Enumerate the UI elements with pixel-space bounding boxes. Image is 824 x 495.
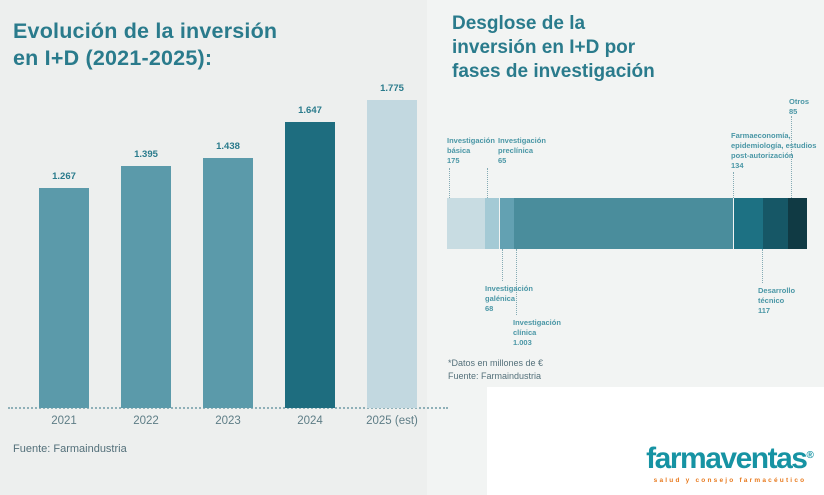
logo-tagline: salud y consejo farmacéutico (653, 477, 807, 484)
bar-value-label: 1.775 (380, 83, 404, 94)
segment-label: Investigación básica 175 (447, 136, 495, 165)
connector-line (791, 116, 792, 198)
segment-investigación-preclínica (485, 198, 500, 249)
bar-2024 (285, 122, 335, 408)
breakdown-footnote: *Datos en millones de € Fuente: Farmaind… (448, 357, 543, 383)
footnote-units: *Datos en millones de € (448, 358, 544, 368)
connector-line (516, 249, 517, 315)
bar-2021 (39, 188, 89, 408)
bar-value-label: 1.438 (216, 141, 240, 152)
x-axis-label: 2021 (51, 415, 77, 427)
x-axis-label: 2025 (est) (366, 415, 418, 427)
segment-farmaeconomía-epidemiología-estudios-post-autorización (733, 198, 763, 249)
x-axis-label: 2024 (297, 415, 323, 427)
bar-value-label: 1.267 (52, 171, 76, 182)
connector-line (762, 249, 763, 283)
breakdown-chart-title: Desglose de la inversión en I+D por fase… (452, 13, 655, 82)
x-axis-label: 2022 (133, 415, 159, 427)
bar-value-label: 1.395 (134, 149, 158, 160)
segment-investigación-galénica (499, 198, 515, 249)
segment-investigación-básica (447, 198, 486, 249)
bar-value-label: 1.647 (298, 105, 322, 116)
evolution-source: Fuente: Farmaindustria (13, 443, 127, 455)
farmaventas-logo: farmaventas® salud y consejo farmacéutic… (646, 440, 814, 485)
connector-line (487, 168, 488, 198)
logo-brand-text: farmaventas® (646, 442, 814, 475)
segment-label: Otros 85 (789, 97, 810, 116)
segment-label: Investigación clínica 1.003 (513, 318, 561, 347)
evolution-chart-title: Evolución de la inversión en I+D (2021-2… (13, 19, 278, 70)
bar-2023 (203, 158, 253, 408)
connector-line (449, 168, 450, 198)
segment-label: Investigación preclínica 65 (498, 136, 546, 165)
bar-2025-est- (367, 100, 417, 408)
connector-line (502, 249, 503, 281)
segment-label: Investigación galénica 68 (485, 284, 533, 313)
segment-label: Desarrollo técnico 117 (758, 286, 796, 315)
x-axis-dotted-line (8, 407, 448, 409)
segment-label: Farmaeconomía, epidemiología, estudios pos… (731, 131, 817, 170)
segment-investigación-clínica (514, 198, 734, 249)
bar-2022 (121, 166, 171, 408)
footnote-source: Fuente: Farmaindustria (448, 371, 542, 381)
x-axis-label: 2023 (215, 415, 241, 427)
segment-desarrollo-técnico (762, 198, 789, 249)
segment-otros (788, 198, 807, 249)
connector-line (733, 172, 734, 198)
logo-area (487, 387, 824, 495)
registered-trademark-icon: ® (806, 450, 814, 461)
